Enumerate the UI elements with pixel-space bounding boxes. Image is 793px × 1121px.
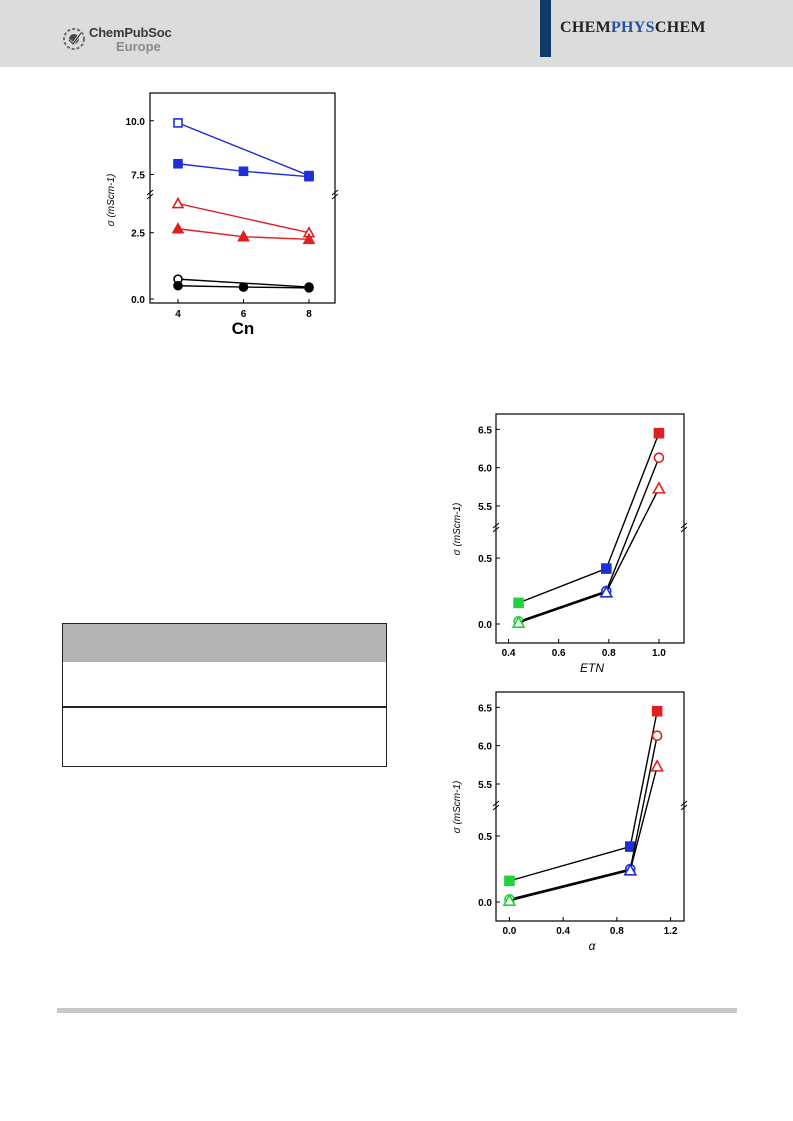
chart-svg: 5.5 6.0 6.5 0.0 0.5 0.0 0.4 0.8 1.2 α σ (mScm-1) [452,691,688,953]
data-point-triangle [171,196,185,209]
y-tick-label: 0.0 [131,295,145,306]
journal-title-part: PHYS [610,19,655,36]
axis-break-mark [492,804,500,811]
series-line [509,711,658,882]
data-point-square [513,597,524,609]
data-point-triangle [171,222,185,234]
publisher-name: ChemPubSoc [89,25,172,40]
data-point-triangle [302,232,316,245]
data-point-square [238,166,249,177]
y-tick-label: 10.0 [126,117,146,128]
x-tick-label: 0.4 [556,926,570,937]
y-tick-label: 0.0 [478,620,492,631]
data-point-square [173,118,183,128]
data-point-square [504,875,515,887]
plot-frame [495,413,685,644]
axis-break-mark [331,189,339,196]
axis-break-mark [331,193,339,200]
publisher-region: Europe [116,39,161,54]
y-axis-label: σ (mScm-1) [106,174,117,227]
data-point-triangle [652,481,666,494]
plot-frame [495,691,685,922]
data-point-circle [304,283,314,293]
x-tick-label: 1.0 [652,648,666,659]
y-tick-label: 0.5 [478,554,492,565]
figure-conductivity-vs-chain-length: 7.5 10.0 0.0 2.5 4 6 8 Cn σ (mScm-1) [100,90,360,355]
data-point-square [173,158,183,169]
axis-break-mark [146,189,154,196]
y-tick-label: 5.5 [478,780,492,791]
data-point-circle [651,730,663,742]
journal-title-part: CHEM [654,19,706,36]
data-point-circle [653,452,665,464]
y-tick-label: 6.5 [478,703,492,714]
y-axis-label: σ (mScm-1) [452,503,463,556]
chart-svg: 7.5 10.0 0.0 2.5 4 6 8 Cn σ (mScm-1) [106,92,339,338]
table-row [63,662,386,708]
y-tick-label: 2.5 [131,229,145,240]
table-header [63,624,386,662]
data-table [62,623,387,767]
data-point-square [653,427,665,439]
x-tick-label: 8 [306,309,312,320]
series-line [518,457,660,623]
axis-break-mark [146,193,154,200]
axis-break-mark [492,526,500,533]
y-tick-label: 6.0 [478,464,492,475]
y-tick-label: 6.0 [478,742,492,753]
journal-title-part: CHEM [560,19,611,36]
y-tick-label: 6.5 [478,425,492,436]
journal-accent-bar [540,0,551,57]
x-tick-label: 4 [175,309,181,320]
logo-mark-icon [63,28,85,50]
axis-break-mark [680,800,688,807]
y-axis-label: σ (mScm-1) [452,781,463,834]
data-point-triangle [599,585,614,598]
x-tick-label: 1.2 [664,926,678,937]
data-point-circle [173,280,183,291]
x-axis-label: Cn [232,319,255,338]
data-point-triangle [511,615,526,628]
data-point-triangle [237,230,250,242]
data-point-triangle [623,863,638,876]
y-tick-label: 5.5 [478,502,492,513]
x-tick-label: 6 [241,309,247,320]
data-point-circle [238,282,249,292]
y-tick-label: 7.5 [131,171,145,182]
series-line [177,122,310,177]
series-line [518,432,660,604]
chart-svg: 5.5 6.0 6.5 0.0 0.5 0.4 0.6 0.8 1.0 ETN σ (mScm-1) [452,413,688,675]
footer-rule [57,1008,737,1013]
data-point-square [651,705,663,717]
axis-break-mark [680,804,688,811]
x-tick-label: 0.8 [602,648,616,659]
y-tick-label: 0.0 [478,898,492,909]
x-tick-label: 0.0 [502,926,516,937]
y-tick-label: 0.5 [478,832,492,843]
data-point-square [600,563,612,574]
chempubsoc-logo: ChemPubSoc Europe [60,22,210,58]
series-line [177,202,310,234]
axis-break-mark [680,526,688,533]
x-tick-label: 0.8 [610,926,624,937]
plot-frame [149,92,336,304]
x-tick-label: 0.6 [552,648,566,659]
page-header: ChemPubSoc Europe CHEMPHYSCHEM [0,0,793,67]
table-row [63,708,386,766]
series-line [518,488,660,624]
journal-title: CHEMPHYSCHEM [560,19,706,37]
axis-break-mark [680,522,688,529]
figure-conductivity-vs-etn: 5.5 6.0 6.5 0.0 0.5 0.4 0.6 0.8 1.0 ETN σ (mScm-1) [446,412,706,687]
figure-conductivity-vs-alpha: 5.5 6.0 6.5 0.0 0.5 0.0 0.4 0.8 1.2 α σ (mScm-1) [446,690,706,965]
x-axis-label: ETN [580,661,604,675]
axis-break-mark [492,522,500,529]
data-point-triangle [502,893,517,906]
axis-break-mark [492,800,500,807]
x-axis-label: α [589,939,597,953]
data-point-square [304,171,314,182]
data-point-triangle [650,759,664,772]
x-tick-label: 0.4 [502,648,516,659]
data-point-square [624,841,636,852]
